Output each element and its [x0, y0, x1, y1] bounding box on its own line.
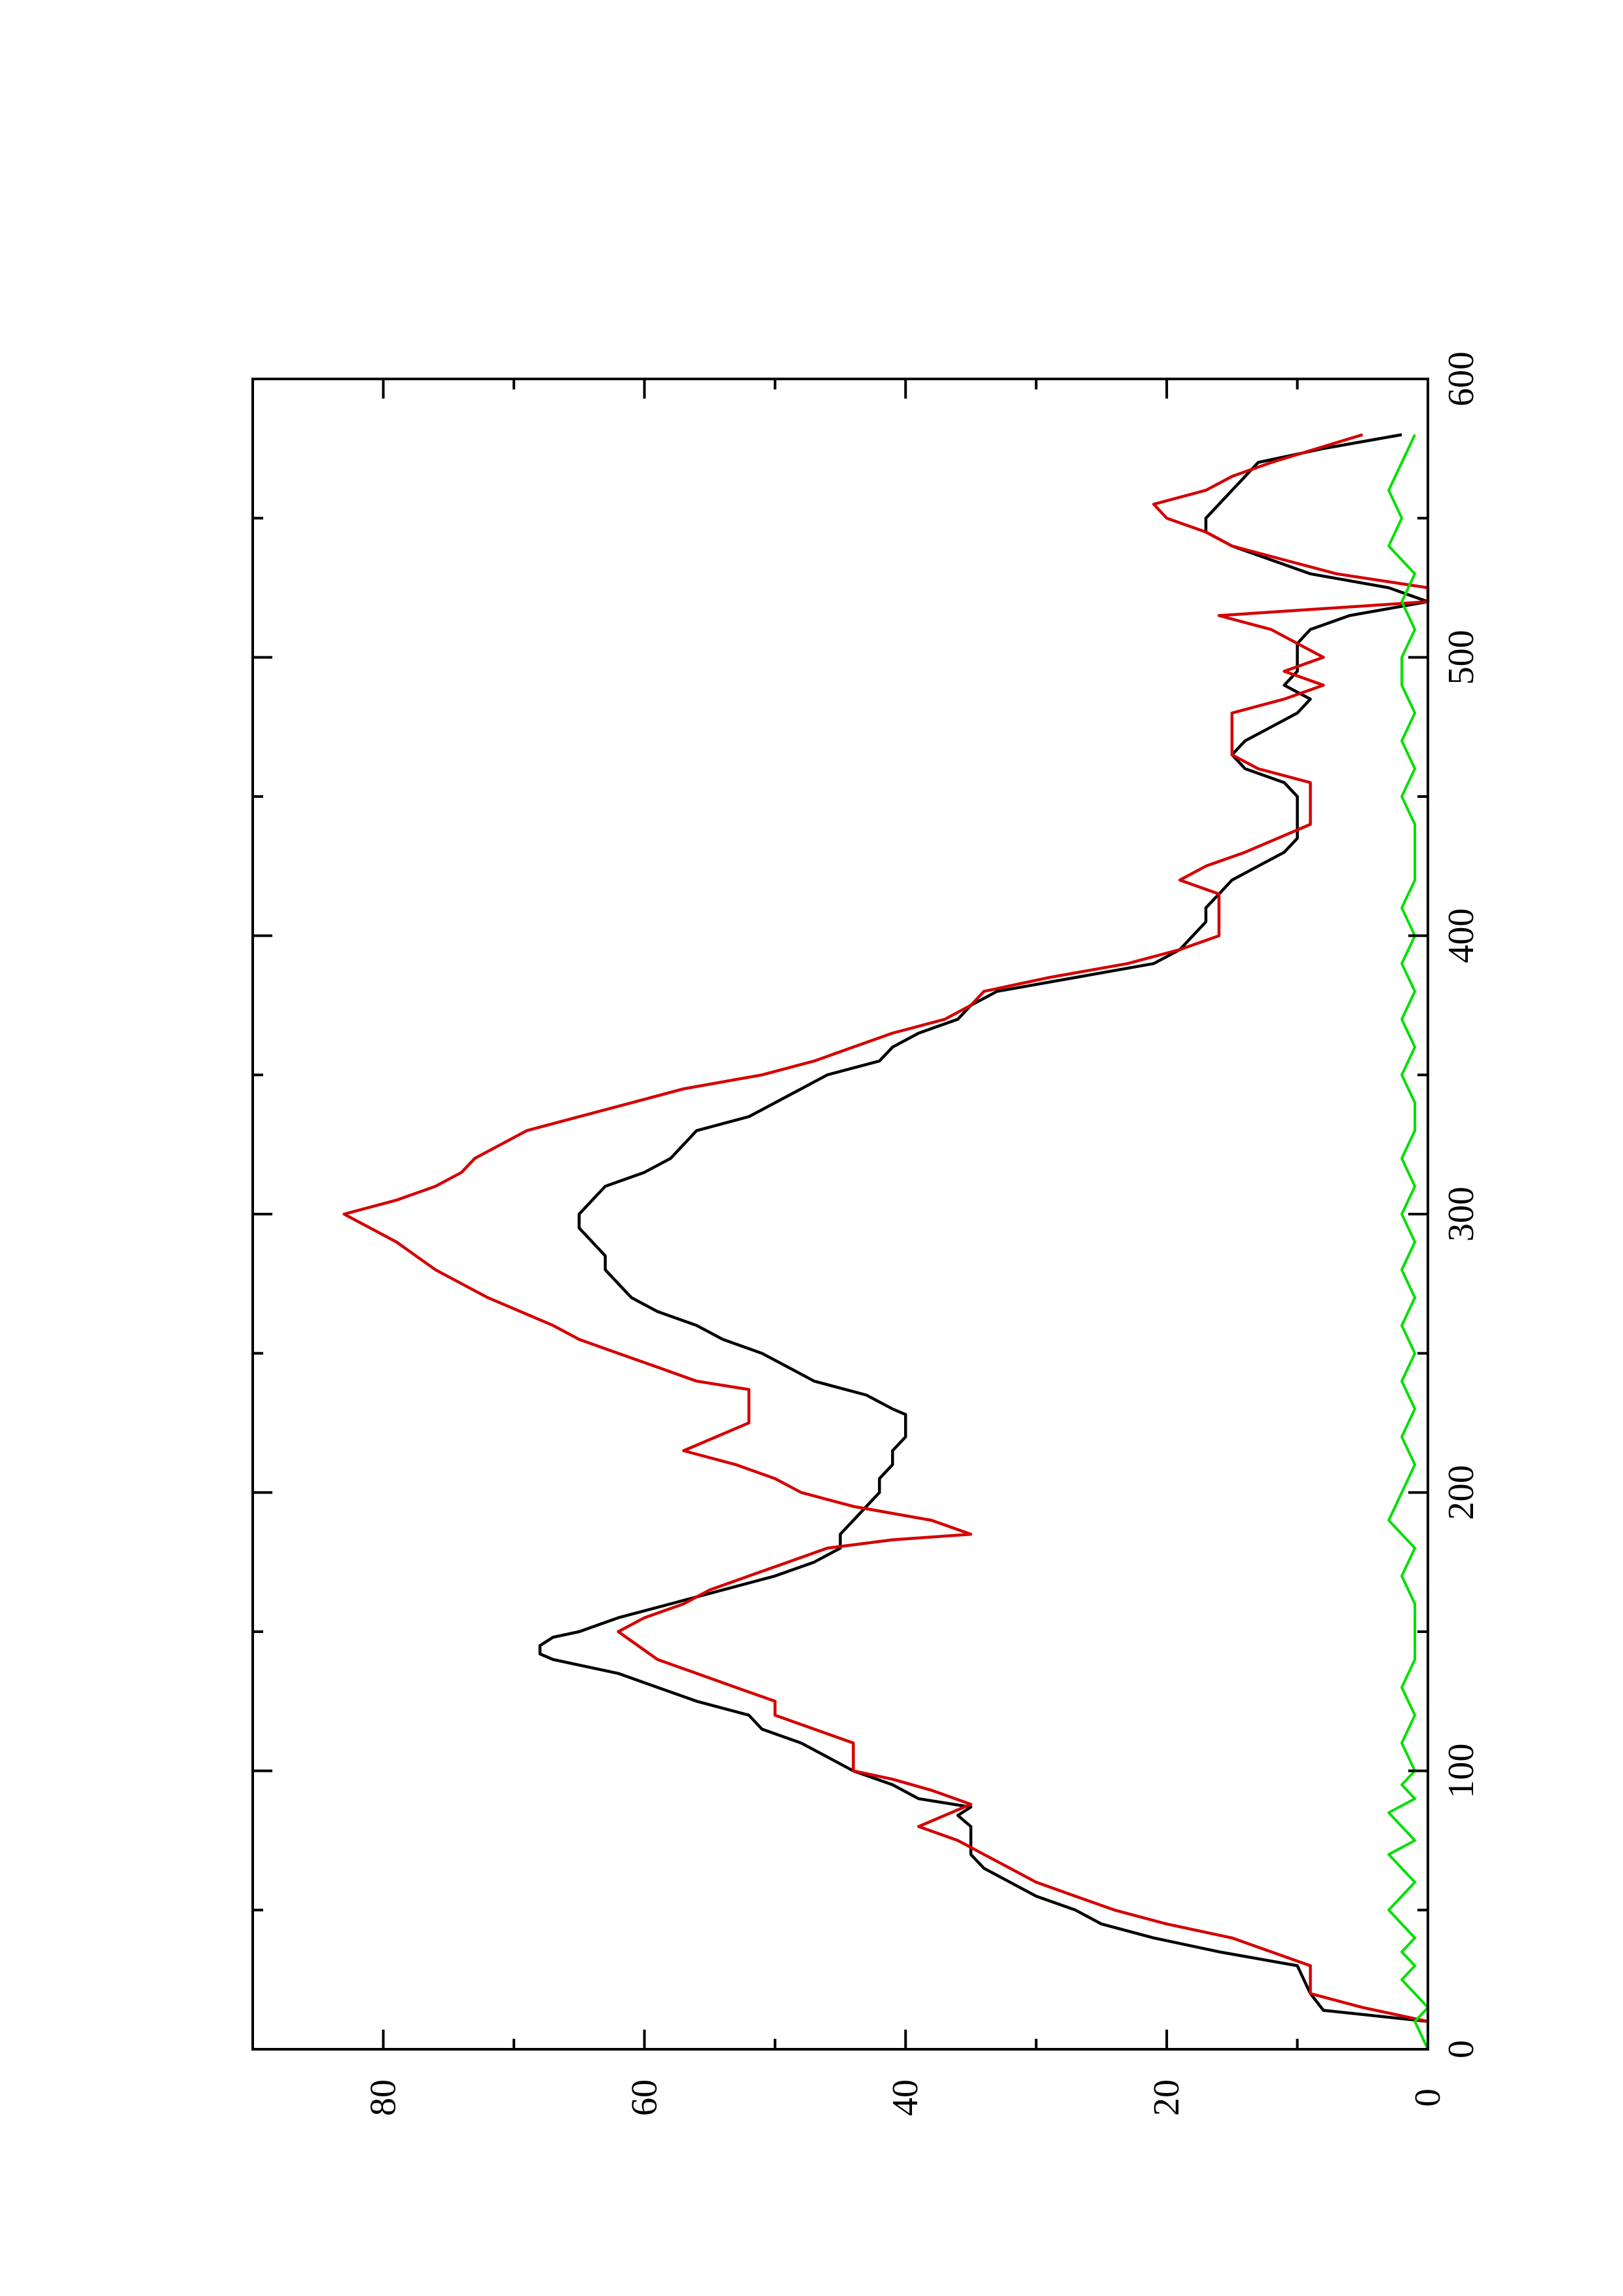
axis-ticks: [253, 378, 1429, 2051]
x-tick-label: 0: [1441, 2040, 1482, 2058]
series-line-3: [1387, 434, 1429, 2050]
x-tick-label: 100: [1441, 1744, 1482, 1799]
x-tick-label: 200: [1441, 1465, 1482, 1520]
y-tick-label: 20: [1146, 2079, 1187, 2116]
y-tick-label: 60: [624, 2079, 665, 2116]
y-tick-label: 0: [1408, 2089, 1448, 2107]
x-tick-label: 600: [1441, 351, 1482, 406]
series-line-1: [538, 433, 1430, 2023]
series-line-2: [342, 433, 1430, 2023]
tick-labels: 0 100 200 300 400 500 600 0 20 40 60 80: [363, 351, 1482, 2116]
plot-frame: [251, 378, 1429, 2051]
y-tick-label: 40: [885, 2079, 926, 2116]
x-tick-label: 400: [1441, 908, 1482, 963]
y-tick-label: 80: [363, 2079, 403, 2116]
x-tick-label: 500: [1441, 630, 1482, 685]
series-layer: [342, 433, 1430, 2050]
x-tick-label: 300: [1441, 1187, 1482, 1242]
